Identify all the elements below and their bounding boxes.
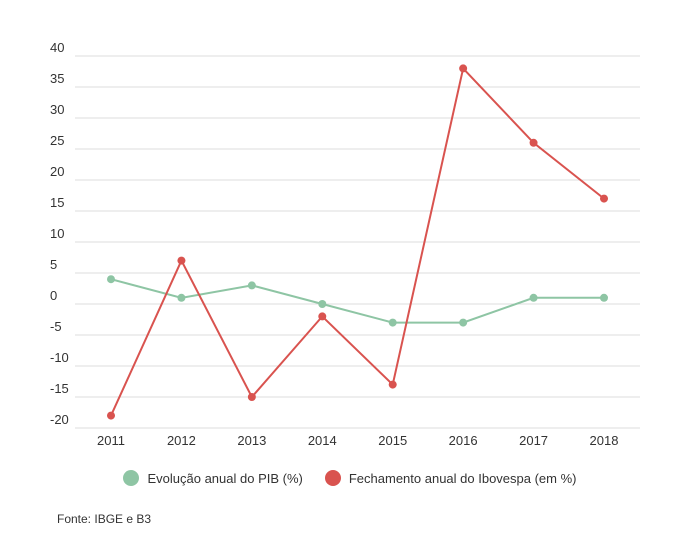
data-point-0	[529, 293, 538, 302]
legend-swatch-ibovespa	[324, 470, 341, 486]
data-point-1	[177, 256, 186, 265]
y-tick-label: 15	[50, 195, 64, 210]
data-point-0	[318, 300, 327, 308]
legend-label-ibovespa: Fechamento anual do Ibovespa (em %)	[348, 470, 577, 486]
y-tick-label: 5	[50, 257, 57, 272]
chart-legend: Evolução anual do PIB (%) Fechamento anu…	[0, 470, 700, 486]
legend-swatch-pib	[123, 470, 140, 486]
x-tick-label: 2015	[378, 433, 407, 448]
source-note: Fonte: IBGE e B3	[57, 512, 152, 526]
series-line-1	[110, 66, 605, 417]
legend-label-pib: Evolução anual do PIB (%)	[147, 470, 303, 486]
data-point-1	[318, 312, 327, 321]
y-tick-label: -5	[50, 319, 62, 334]
data-point-1	[247, 393, 256, 401]
y-tick-label: 30	[50, 102, 64, 117]
data-point-1	[459, 64, 468, 73]
y-tick-label: -10	[50, 350, 69, 365]
data-point-1	[107, 411, 115, 420]
x-tick-label: 2013	[237, 433, 266, 448]
x-tick-label: 2014	[308, 433, 337, 448]
x-tick-label: 2016	[449, 433, 478, 448]
data-point-0	[247, 281, 256, 290]
y-tick-label: -15	[50, 381, 69, 396]
y-tick-label: 20	[50, 164, 64, 179]
x-tick-label: 2017	[519, 433, 548, 448]
y-tick-label: 40	[50, 40, 64, 55]
x-tick-label: 2012	[167, 433, 196, 448]
x-tick-label: 2011	[97, 433, 125, 448]
legend-item-ibovespa: Fechamento anual do Ibovespa (em %)	[324, 470, 577, 486]
data-point-0	[459, 318, 468, 327]
data-point-0	[107, 275, 115, 284]
y-tick-label: 10	[50, 226, 64, 241]
x-tick-label: 2018	[590, 433, 619, 448]
legend-item-pib: Evolução anual do PIB (%)	[123, 470, 303, 486]
y-tick-label: 25	[50, 133, 64, 148]
data-point-0	[177, 293, 186, 302]
y-tick-label: 0	[50, 288, 57, 303]
data-point-0	[388, 318, 397, 327]
y-tick-label: 35	[50, 71, 64, 86]
series-line-0	[110, 278, 604, 324]
y-tick-label: -20	[50, 412, 69, 427]
data-point-1	[529, 138, 538, 147]
data-point-1	[600, 194, 608, 203]
data-point-0	[600, 293, 608, 302]
data-point-1	[388, 380, 397, 389]
